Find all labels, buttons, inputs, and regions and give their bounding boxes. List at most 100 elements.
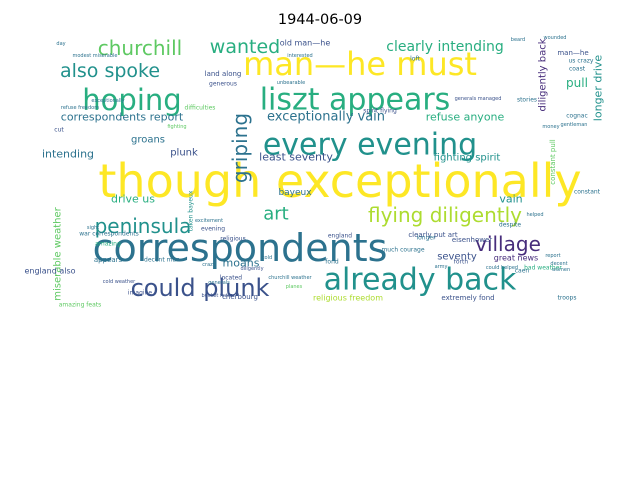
cloud-word-taken-bayeux: taken bayeux [188,190,195,231]
cloud-word-though-exceptionally: though exceptionally [98,154,581,208]
cloud-word-cold: cold [262,255,272,261]
cloud-word-helped: helped [526,212,543,218]
cloud-word-report: report [545,253,560,259]
cloud-word-longer-drive: longer drive [592,55,605,122]
cloud-word-peninsula: peninsula [95,214,192,238]
cloud-word-extremely-fond: extremely fond [441,294,494,302]
cloud-word-plunk: plunk [170,148,198,159]
cloud-word-seventy: seventy [437,252,477,263]
cloud-word-wounded: wounded [544,35,567,41]
cloud-word-unbearable: unbearable [277,80,305,86]
cloud-word-art: art [263,204,289,225]
cloud-word-exceptionally: exceptionally [91,98,124,104]
cloud-word-correspondents: correspondents [93,226,388,270]
cloud-word-cognac: cognac [566,113,588,120]
cloud-word-man-he-must: man—he must [243,45,477,83]
cloud-word-clearly-intending: clearly intending [386,39,503,55]
cloud-word-could-plunk: could plunk [131,274,270,302]
cloud-word-correspondents-report: correspondents report [61,111,184,124]
cloud-word-england: england [328,233,352,240]
cloud-word-cherbourg: cherbourg [222,293,258,301]
cloud-word-constant-pull: constant pull [549,139,557,184]
cloud-word-refuse-anyone: refuse anyone [426,111,505,124]
cloud-word-miserable-weather: miserable weather [53,206,64,300]
cloud-word-located: located [220,275,242,282]
cloud-word-land-along: land along [205,70,242,78]
cloud-word-sight: sight [87,225,99,231]
cloud-word-griping: griping [228,113,252,183]
cloud-word-generous: generous [209,81,237,88]
cloud-word-churchill: churchill [98,36,182,60]
cloud-word-eisenhower: eisenhower [452,236,492,244]
cloud-word-every-evening: every evening [263,128,477,163]
cloud-word-generals: generals [208,280,230,286]
cloud-word-coast: coast [569,66,586,73]
cloud-word-religious: religious [220,236,245,243]
cloud-word-army: army [435,264,448,270]
cloud-word-modest-miserable: modest miserable [72,53,117,59]
cloud-word-women: women [552,267,570,273]
cloud-word-excitement: excitement [195,218,223,224]
cloud-word-longer: longer [416,235,436,242]
cloud-word-gentleman: gentleman [561,122,588,128]
cloud-word-us-crazy: us crazy [569,58,594,65]
cloud-word-moans: moans [223,257,260,270]
cloud-word-vain: vain [499,193,522,206]
cloud-word-clearly-put-art: clearly put art [408,231,458,239]
cloud-word-diligently: diligently [240,266,263,272]
cloud-word-least-seventy: least seventy [259,151,333,164]
cloud-word-religious-freedom: religious freedom [313,294,383,303]
cloud-word-money: money [542,124,559,130]
cloud-word-caen: caen [515,268,530,275]
cloud-word-liszt-appears: liszt appears [260,83,451,118]
cloud-word-already-back: already back [324,263,517,298]
cloud-word-imagine: imagine [128,290,152,297]
cloud-word-also-spoke: also spoke [60,60,160,82]
cloud-word-refuse-freedom: refuse freedom [61,105,99,111]
cloud-word-village: village [475,232,541,256]
cloud-word-forth: forth [454,259,469,266]
cloud-word-decent-man: decent man [144,257,180,264]
cloud-word-great-news: great news [494,254,538,263]
cloud-word-decent: decent [550,261,567,267]
cloud-word-planes: planes [286,284,303,290]
cloud-word-fighting-spirit: fighting spirit [434,153,501,164]
cloud-word-generals-managed: generals managed [455,96,502,102]
cloud-word-bad-weather: bad weather [524,265,562,272]
cloud-word-man-he: man—he [557,49,588,57]
cloud-word-groans: groans [131,135,165,146]
cloud-word-day: day [56,41,65,47]
cloud-word-spirit-flying: spirit flying [363,108,397,115]
cloud-word-bayeux: bayeux [278,188,312,198]
cloud-word-flying-diligently: flying diligently [368,203,522,227]
cloud-word-fond: fond [325,259,339,266]
cloud-word-crazy: crazy [202,262,215,268]
cloud-word-could-helped: could helped [486,265,518,271]
cloud-word-pull: pull [566,76,588,90]
cloud-word-intending: intending [42,148,94,161]
cloud-word-interested: interested [287,53,312,59]
cloud-word-stories: stories [517,97,537,104]
cloud-word-hoping: hoping [82,83,181,117]
cloud-word-exceptionally-vain: exceptionally vain [267,110,385,125]
cloud-word-war-correspondents: war correspondents [79,231,139,238]
cloud-word-churchill-weather: churchill weather [268,275,312,281]
cloud-word-evening: evening [201,226,225,233]
cloud-word-drive-us: drive us [111,193,155,206]
cloud-word-appears: appears [94,256,123,264]
cloud-word-wanted: wanted [210,36,280,58]
cloud-word-amazing-feats: amazing feats [59,302,102,309]
cloud-word-despite: despite [499,222,521,229]
cloud-word-cut: cut [54,127,64,134]
cloud-word-much-courage: much courage [381,247,424,254]
cloud-word-bucket-feats: bucket feats [202,293,233,299]
cloud-word-beard: beard [511,37,525,43]
cloud-word-difficulties: difficulties [185,105,216,112]
cloud-word-fighting: fighting [167,124,186,130]
cloud-word-amazing: amazing [95,241,121,248]
cloud-word-loft: loft [410,56,420,63]
cloud-word-troops: troops [558,295,577,302]
figure-title: 1944-06-09 [277,12,363,28]
